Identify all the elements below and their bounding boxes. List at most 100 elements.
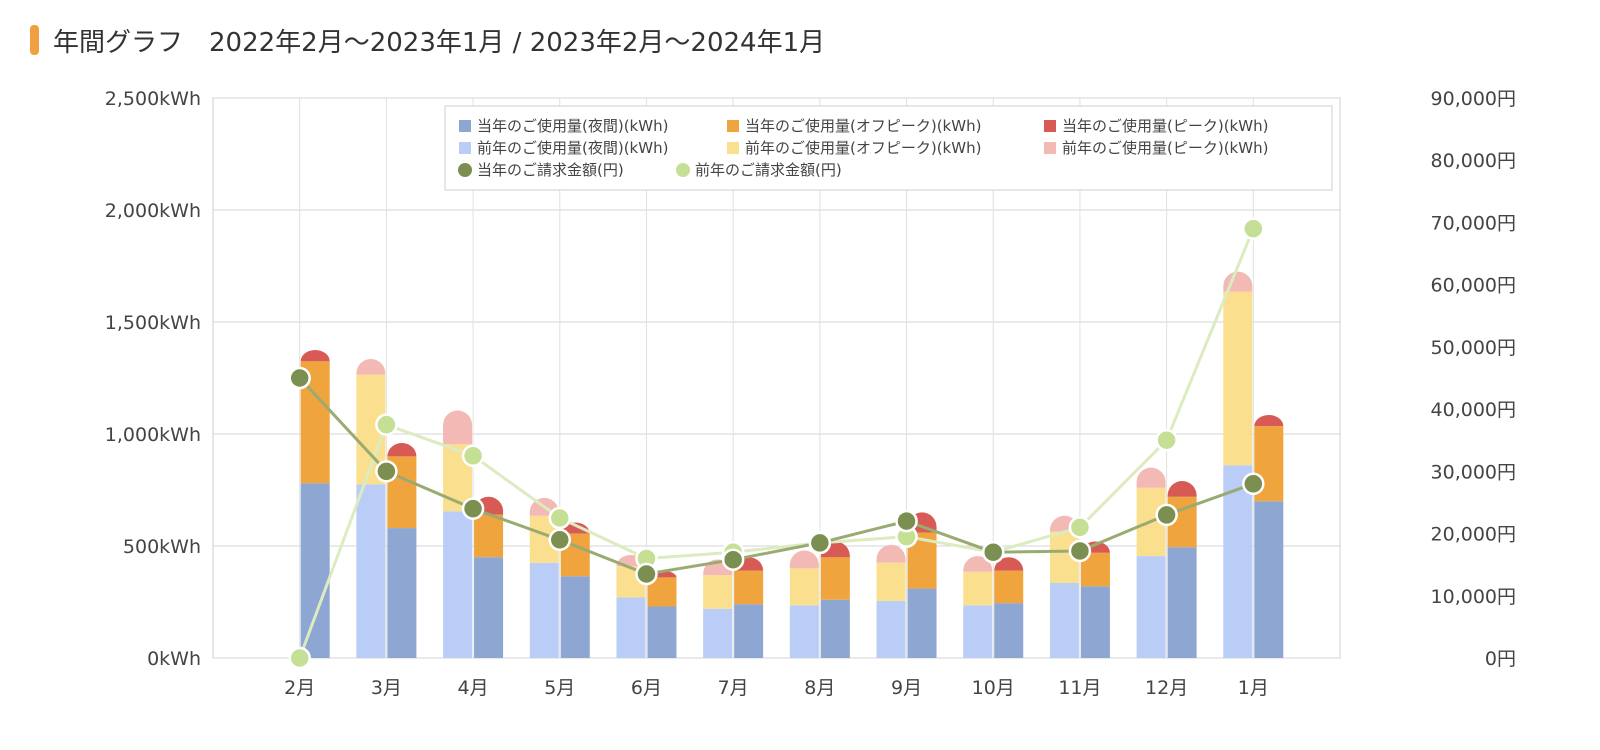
current-year-bar-segment [300, 350, 330, 362]
legend-swatch [458, 163, 472, 177]
previous-cost-point [288, 646, 311, 670]
previous-year-bar-segment [703, 608, 733, 658]
current-year-bar-segment [560, 576, 590, 658]
legend-swatch [1044, 142, 1056, 154]
page-title: 年間グラフ 2022年2月～2023年1月 / 2023年2月～2024年1月 [53, 27, 826, 58]
legend-swatch [1044, 120, 1056, 132]
current-year-bar-segment [1254, 501, 1284, 658]
current-year-bar-segment [734, 604, 764, 658]
previous-year-bar-segment [876, 544, 906, 563]
previous-year-bar-segment [616, 597, 646, 658]
legend-label: 当年のご請求金額(円) [477, 161, 624, 179]
x-tick-label: 3月 [371, 677, 402, 699]
current-cost-point [548, 528, 572, 552]
y-right-tick-label: 10,000円 [1431, 586, 1516, 608]
current-year-bar-segment [820, 599, 850, 658]
y-left-tick-label: 1,500kWh [105, 312, 201, 334]
legend-label: 前年のご使用量(オフピーク)(kWh) [745, 139, 981, 157]
y-left-tick-label: 0kWh [147, 648, 201, 670]
y-right-tick-label: 30,000円 [1431, 461, 1516, 483]
previous-cost-line [298, 228, 1255, 659]
previous-year-bar-segment [789, 568, 819, 606]
legend-label: 前年のご使用量(ピーク)(kWh) [1062, 139, 1268, 157]
current-year-bar-segment [734, 570, 764, 605]
y-right-tick-label: 50,000円 [1431, 337, 1516, 359]
previous-year-bar-segment [1223, 291, 1253, 466]
previous-cost-point [461, 444, 485, 468]
current-cost-point [1242, 472, 1265, 496]
current-cost-point [1068, 539, 1092, 563]
previous-year-bar-segment [789, 550, 819, 569]
title-marker [30, 25, 39, 55]
previous-year-bar-segment [963, 571, 993, 606]
previous-year-bar-segment [443, 410, 473, 445]
y-right-tick-label: 20,000円 [1431, 524, 1516, 546]
x-tick-label: 9月 [891, 677, 922, 699]
previous-year-bar-segment [876, 562, 906, 601]
previous-year-bar-segment [703, 575, 733, 609]
previous-year-bar-segment [1049, 582, 1079, 658]
current-year-bar-segment [387, 528, 417, 658]
y-left-tick-label: 2,500kWh [105, 88, 201, 110]
previous-cost-point [1068, 516, 1092, 539]
previous-cost-point [1242, 217, 1265, 240]
current-year-bar-segment [907, 588, 937, 658]
legend-label: 当年のご使用量(オフピーク)(kWh) [745, 117, 981, 135]
current-cost-point [375, 460, 398, 483]
y-right-tick-label: 90,000円 [1431, 88, 1516, 110]
x-tick-label: 10月 [972, 677, 1015, 699]
current-year-bar-segment [994, 557, 1024, 571]
previous-year-bar-segment [529, 562, 559, 658]
current-year-bar-segment [994, 603, 1024, 658]
legend-swatch [676, 163, 690, 177]
legend-box [444, 105, 1333, 191]
current-year-bar-segment [1167, 547, 1197, 658]
y-left-tick-label: 500kWh [123, 536, 201, 558]
current-cost-point [635, 562, 658, 586]
x-tick-label: 1月 [1238, 677, 1269, 699]
legend-swatch [727, 120, 739, 132]
legend-label: 当年のご使用量(ピーク)(kWh) [1062, 117, 1268, 135]
x-tick-label: 5月 [544, 677, 575, 699]
previous-year-bar-segment [963, 556, 993, 572]
previous-year-bar-segment [876, 600, 906, 658]
current-cost-line [298, 376, 1254, 576]
current-year-bar-segment [1254, 414, 1284, 427]
legend-swatch [459, 142, 471, 154]
previous-year-bar-segment [963, 605, 993, 658]
current-cost-point [721, 548, 745, 571]
y-left-tick-label: 2,000kWh [105, 200, 201, 222]
previous-year-bar-segment [356, 484, 386, 658]
x-tick-label: 4月 [458, 677, 489, 699]
current-cost-point [895, 509, 918, 533]
current-year-bar-segment [474, 514, 504, 558]
previous-year-bar-segment [789, 605, 819, 658]
current-year-bar-segment [300, 483, 330, 658]
current-cost-point [808, 531, 832, 555]
current-year-bar-segment [1167, 481, 1197, 497]
legend-swatch [727, 142, 739, 154]
previous-year-bar-segment [1136, 467, 1166, 488]
previous-cost-point [1155, 428, 1178, 452]
legend-label: 前年のご請求金額(円) [695, 161, 842, 179]
x-tick-label: 7月 [718, 677, 749, 699]
y-right-tick-label: 0円 [1485, 648, 1516, 670]
current-year-bar-segment [994, 570, 1024, 604]
current-cost-point [981, 540, 1005, 564]
current-cost-point [461, 497, 485, 520]
legend-swatch [459, 120, 471, 132]
x-tick-label: 11月 [1058, 677, 1101, 699]
current-year-bar-segment [387, 442, 417, 457]
previous-cost-point [375, 413, 398, 436]
current-cost-point [288, 366, 311, 390]
y-right-tick-label: 60,000円 [1431, 275, 1516, 297]
x-tick-label: 6月 [631, 677, 662, 699]
current-year-bar-segment [647, 606, 677, 658]
current-cost-point [1155, 503, 1178, 527]
y-right-tick-label: 70,000円 [1431, 212, 1516, 234]
chart-header: 年間グラフ 2022年2月～2023年1月 / 2023年2月～2024年1月 [30, 20, 825, 60]
x-tick-label: 12月 [1145, 677, 1188, 699]
previous-cost-point [548, 506, 572, 530]
legend-label: 当年のご使用量(夜間)(kWh) [477, 117, 668, 135]
